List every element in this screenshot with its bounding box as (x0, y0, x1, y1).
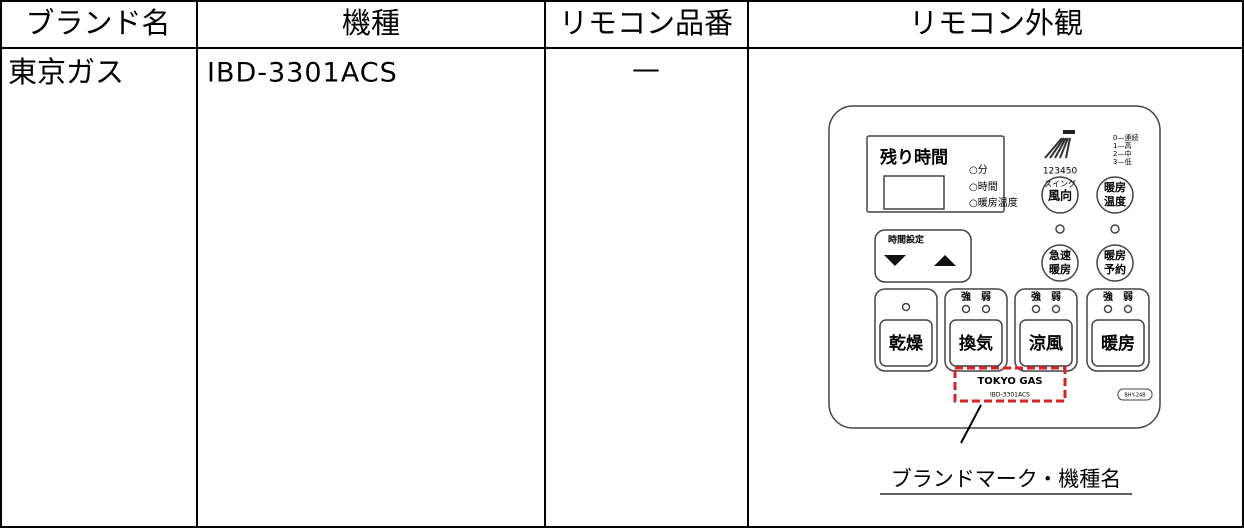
button (1096, 244, 1134, 282)
display-label: 残り時間 (880, 147, 948, 168)
mode-label: 乾燥 (889, 333, 924, 354)
button-label: 予約 (1104, 262, 1126, 276)
mode-label: 換気 (959, 333, 993, 354)
mode-key (949, 319, 1003, 367)
brand-mark: TOKYO GAS (977, 376, 1042, 387)
button (1041, 176, 1079, 214)
speed-legend: 0—連続 (1113, 133, 1138, 142)
mode-key (879, 319, 933, 367)
display-screen (883, 175, 945, 210)
header-cell: ブランド名 (25, 6, 170, 40)
mode-key (1019, 319, 1073, 367)
display-frame (866, 135, 1005, 213)
brand-cell: 東京ガス (8, 55, 124, 89)
mode-label: 暖房 (1101, 333, 1135, 354)
time-button (874, 229, 972, 283)
button (1096, 176, 1134, 214)
button-label: 暖房 (1104, 248, 1126, 262)
mode-button (1014, 288, 1078, 372)
level-label: 強 (1103, 290, 1113, 303)
indicator (1031, 304, 1041, 314)
indicator (1051, 304, 1061, 314)
button-label: 風向 (1048, 188, 1072, 203)
header-cell: リモコン外観 (909, 6, 1083, 40)
button-label: 急速 (1049, 248, 1071, 262)
timer-unit: ○時間 (969, 181, 998, 193)
indicator (1103, 304, 1113, 314)
speed-legend: 3—低 (1113, 157, 1131, 166)
header-cell: リモコン品番 (559, 6, 733, 40)
remote-number-cell: — (632, 52, 660, 85)
mode-label: 涼風 (1029, 333, 1063, 354)
indicator (981, 304, 991, 314)
level-label: 弱 (1051, 291, 1061, 303)
fan-icon (1044, 130, 1075, 159)
level-label: 弱 (1123, 291, 1133, 303)
caption: ブランドマーク・機種名 (891, 467, 1122, 491)
timer-unit: ○分 (969, 164, 988, 176)
code-badge (1117, 388, 1153, 401)
button-label: 暖房 (1049, 262, 1071, 276)
timer-unit: ○暖房温度 (969, 196, 1018, 209)
swing-label: スイング (1044, 179, 1076, 189)
fan-lines (1044, 137, 1071, 159)
level-label: 強 (961, 290, 971, 303)
mode-button (944, 288, 1008, 372)
swing-numbers: 123450 (1043, 167, 1078, 177)
button-label: 暖房 (1104, 180, 1126, 194)
header-cell: 機種 (342, 6, 400, 40)
indicator (1110, 224, 1120, 234)
remote-body (828, 105, 1161, 429)
model-mark: IBD-3301ACS (990, 392, 1030, 399)
mode-button (1086, 288, 1150, 372)
speed-legend: 2—中 (1113, 149, 1131, 158)
mode-button (874, 288, 938, 372)
level-label: 強 (1031, 290, 1041, 303)
pointer-line (960, 404, 982, 444)
fan-bar (1063, 130, 1075, 134)
indicator (1055, 224, 1065, 234)
unit-code: BHY-24B (1124, 393, 1146, 399)
up-arrow (934, 255, 956, 266)
button (1041, 244, 1079, 282)
level-label: 弱 (981, 291, 991, 303)
indicator (901, 302, 911, 312)
indicator (961, 304, 971, 314)
model-cell: IBD-3301ACS (207, 58, 398, 89)
indicator (1123, 304, 1133, 314)
speed-legend: 1—高 (1113, 141, 1131, 150)
highlight-box (953, 366, 1067, 403)
button-label: 時間設定 (888, 234, 925, 246)
mode-key (1091, 319, 1145, 367)
button-label: 温度 (1104, 194, 1127, 208)
remote-illustration (828, 105, 1161, 495)
down-arrow (884, 255, 906, 266)
